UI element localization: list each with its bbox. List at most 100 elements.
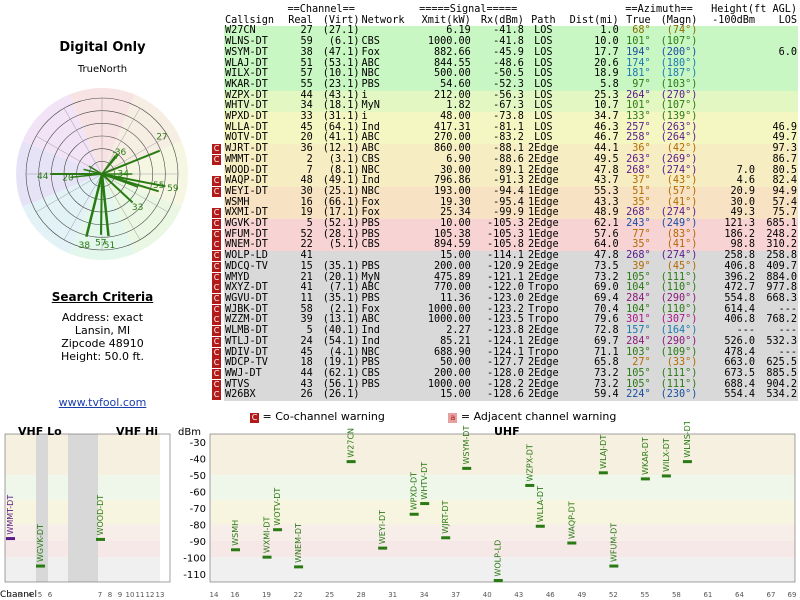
cell-dist: 5.8 [561, 79, 620, 91]
table-row[interactable]: C WJBK-DT 58 (2.1) Fox 1000.00 -123.2 Tropo 70.4… [212, 304, 798, 316]
cell-real: 58 [281, 304, 314, 316]
table-row[interactable]: WSMH 16 (66.1) Fox 19.30 -95.4 1Edge 43.3 35° (41… [212, 197, 798, 209]
table-row[interactable]: C WLMB-DT 5 (40.1) Ind 2.27 -123.8 2Edge 72.8 157… [212, 325, 798, 337]
cell-height-los [756, 112, 798, 123]
table-row[interactable]: C WMMT-DT 2 (3.1) CBS 6.90 -88.6 2Edge 49.5 263°(… [212, 154, 798, 166]
table-row[interactable]: C WZZM-DT 39 (13.1) ABC 1000.00 -123.5 Tropo 79.… [212, 315, 798, 327]
table-row[interactable]: C WDIV-DT 45 (4.1) NBC 688.90 -124.1 Tropo 71.1 1… [212, 347, 798, 359]
cell-height-100dbm [698, 144, 756, 155]
cell-network: Ind [360, 122, 412, 134]
cell-real: 43 [281, 379, 314, 391]
table-row[interactable]: C WGVK-DT 5 (52.1) PBS 10.00 -105.3 2Edge 62.1 24… [212, 218, 798, 230]
cell-xmit: 882.66 [411, 47, 472, 59]
cell-callsign: WGVK-DT [224, 218, 282, 230]
warning-cell: C [212, 176, 224, 187]
channel-tick-label: 43 [514, 591, 523, 599]
col-true: True [619, 15, 652, 27]
co-channel-badge: C [212, 283, 221, 294]
warning-cell: C [212, 293, 224, 305]
cell-height-los [756, 69, 798, 80]
cell-callsign: WNEM-DT [224, 240, 282, 252]
cell-rx: -41.8 [471, 36, 525, 48]
table-row[interactable]: WHTV-DT 34 (18.1) MyN 1.82 -67.3 LOS 10.7 101° (1… [212, 101, 798, 113]
table-row[interactable]: C WXMI-DT 19 (17.1) Fox 25.34 -99.9 1Edge 48.9 26… [212, 208, 798, 220]
table-row[interactable]: WSYM-DT 38 (47.1) Fox 882.66 -45.9 LOS 17.7 194°… [212, 47, 798, 59]
table-row[interactable]: W27CN 27 (27.1) 6.19 -41.8 LOS 1.0 68° (74°) [212, 26, 798, 38]
channel-tick-label: 52 [609, 591, 618, 599]
criteria-zipcode: Zipcode 48910 [61, 337, 144, 350]
cell-callsign: WAQP-DT [224, 176, 282, 187]
table-row[interactable]: WPXD-DT 33 (31.1) i 48.00 -73.8 LOS 34.7 133° (13… [212, 111, 798, 123]
spectrum-bar-label: WGVK-DT [36, 524, 45, 562]
cell-height-100dbm [698, 90, 756, 102]
table-row[interactable]: C WAQP-DT 48 (49.1) Ind 796.86 -91.3 2Edge 43.7 3… [212, 176, 798, 187]
table-row[interactable]: WZPX-DT 44 (43.1) i 212.00 -56.3 LOS 25.3 264° (2… [212, 90, 798, 102]
cell-virt: (66.1) [313, 197, 361, 209]
polar-spoke [101, 154, 119, 175]
table-row[interactable]: C WWJ-DT 44 (62.1) CBS 200.00 -128.0 2Edge 73.2 1… [212, 368, 798, 380]
channel-tick-label: 58 [672, 591, 681, 599]
cell-path: 1Edge [524, 197, 562, 209]
cell-height-100dbm: 663.0 [698, 357, 756, 369]
cell-height-los: 768.2 [756, 315, 798, 327]
table-row[interactable]: C W26BX 26 (26.1) 15.00 -128.6 2Edge 59.4 224° (2… [212, 390, 798, 402]
cell-xmit: 48.00 [411, 111, 472, 123]
polar-label: 57 [95, 238, 106, 248]
table-row[interactable]: WILX-DT 57 (10.1) NBC 500.00 -50.5 LOS 18.9 181°… [212, 69, 798, 80]
cell-path: 2Edge [524, 218, 562, 230]
table-row[interactable]: C WDCQ-TV 15 (35.1) PBS 200.00 -120.9 2Edge 73.5… [212, 261, 798, 273]
cell-rx: -123.5 [471, 315, 525, 327]
table-row[interactable]: C WXYZ-DT 41 (7.1) ABC 770.00 -122.0 Tropo 69.0 1… [212, 283, 798, 294]
cell-height-100dbm [698, 58, 756, 70]
cell-xmit: 1000.00 [411, 315, 472, 327]
cell-callsign: WDCP-TV [224, 357, 282, 369]
cell-real: 5 [281, 218, 314, 230]
spectrum-bar [294, 565, 304, 569]
table-row[interactable]: WOTV-DT 20 (41.1) ABC 270.00 -83.2 LOS 46.7 258°… [212, 133, 798, 145]
table-row[interactable]: C WOLP-LD 41 15.00 -114.1 2Edge 47.8 268° (274°)… [212, 250, 798, 262]
table-row[interactable]: WKAR-DT 55 (23.1) PBS 54.60 -52.3 LOS 5.8 97° (10… [212, 79, 798, 91]
cell-network: PBS [360, 79, 412, 91]
table-row[interactable]: C WTLJ-DT 24 (54.1) Ind 85.21 -124.1 2Edge 69.7 2… [212, 336, 798, 348]
warning-cell: C [212, 261, 224, 273]
table-row[interactable]: C WFUM-DT 52 (28.1) PBS 105.38 -105.3 1Edge 57.6… [212, 229, 798, 241]
table-row[interactable]: C WEYI-DT 30 (25.1) NBC 193.00 -94.4 1Edge 55.3 5… [212, 186, 798, 198]
table-row[interactable]: C WJRT-DT 36 (12.1) ABC 860.00 -88.1 2Edge 44.1 3… [212, 143, 798, 155]
cell-dist: 44.1 [561, 143, 620, 155]
cell-dist: 65.8 [561, 357, 620, 369]
cell-rx: -122.0 [471, 283, 525, 294]
cell-path: LOS [524, 111, 562, 123]
group-channel: ==Channel== [281, 4, 361, 16]
cell-network [360, 390, 412, 402]
table-row[interactable]: C WGVU-DT 11 (35.1) PBS 11.36 -123.0 2Edge 69.4 2… [212, 293, 798, 305]
table-row[interactable]: C WNEM-DT 22 (5.1) CBS 894.59 -105.8 2Edge 64.0 3… [212, 240, 798, 252]
warning-cell: C [212, 336, 224, 348]
search-criteria-title[interactable]: Search Criteria [51, 290, 154, 304]
cell-path: Tropo [524, 304, 562, 316]
tvfool-link[interactable]: www.tvfool.com [58, 396, 147, 409]
polar-label: 55 [153, 181, 164, 191]
cell-azimuth-true: 157° [619, 325, 652, 337]
cell-dist: 17.7 [561, 47, 620, 59]
col-virt: (Virt) [313, 15, 361, 27]
spectrum-chart: VHF Lo VHF Hi UHF dBm-30 -40 -50 -60 -70 -80 -90 -… [0, 422, 796, 600]
table-row[interactable]: WLAJ-DT 51 (53.1) ABC 844.55 -48.6 LOS 20.6 174°… [212, 58, 798, 70]
cell-rx: -50.5 [471, 69, 525, 80]
true-north-label: TrueNorth [77, 64, 128, 75]
warning-cell [212, 37, 224, 48]
table-row[interactable]: WLNS-DT 59 (6.1) CBS 1000.00 -41.8 LOS 10.0 101°… [212, 36, 798, 48]
dbm-tick-label: -90 [190, 537, 206, 548]
cell-xmit: 50.00 [411, 357, 472, 369]
signal-band [82, 540, 160, 558]
table-row[interactable]: WOOD-DT 7 (8.1) NBC 30.00 -89.1 2Edge 47.8 268°(… [212, 165, 798, 177]
polar-grid-line [101, 135, 168, 175]
table-row[interactable]: C WMYD 21 (20.1) MyN 475.89 -121.1 2Edge 73.2 105… [212, 272, 798, 284]
col-magn: (Magn) [651, 15, 699, 27]
cell-real: 11 [281, 293, 314, 305]
table-row[interactable]: WLLA-DT 45 (64.1) Ind 417.31 -81.1 LOS 46.3 257°… [212, 122, 798, 134]
table-row[interactable]: C WDCP-TV 18 (19.1) PBS 50.00 -127.7 2Edge 65.8 2… [212, 357, 798, 369]
table-row[interactable]: C WTVS 43 (56.1) PBS 1000.00 -128.2 2Edge 73.2 10… [212, 379, 798, 391]
cell-callsign: WTLJ-DT [224, 336, 282, 348]
channel-tick-label: 22 [294, 591, 303, 599]
cell-network: ABC [360, 58, 412, 70]
